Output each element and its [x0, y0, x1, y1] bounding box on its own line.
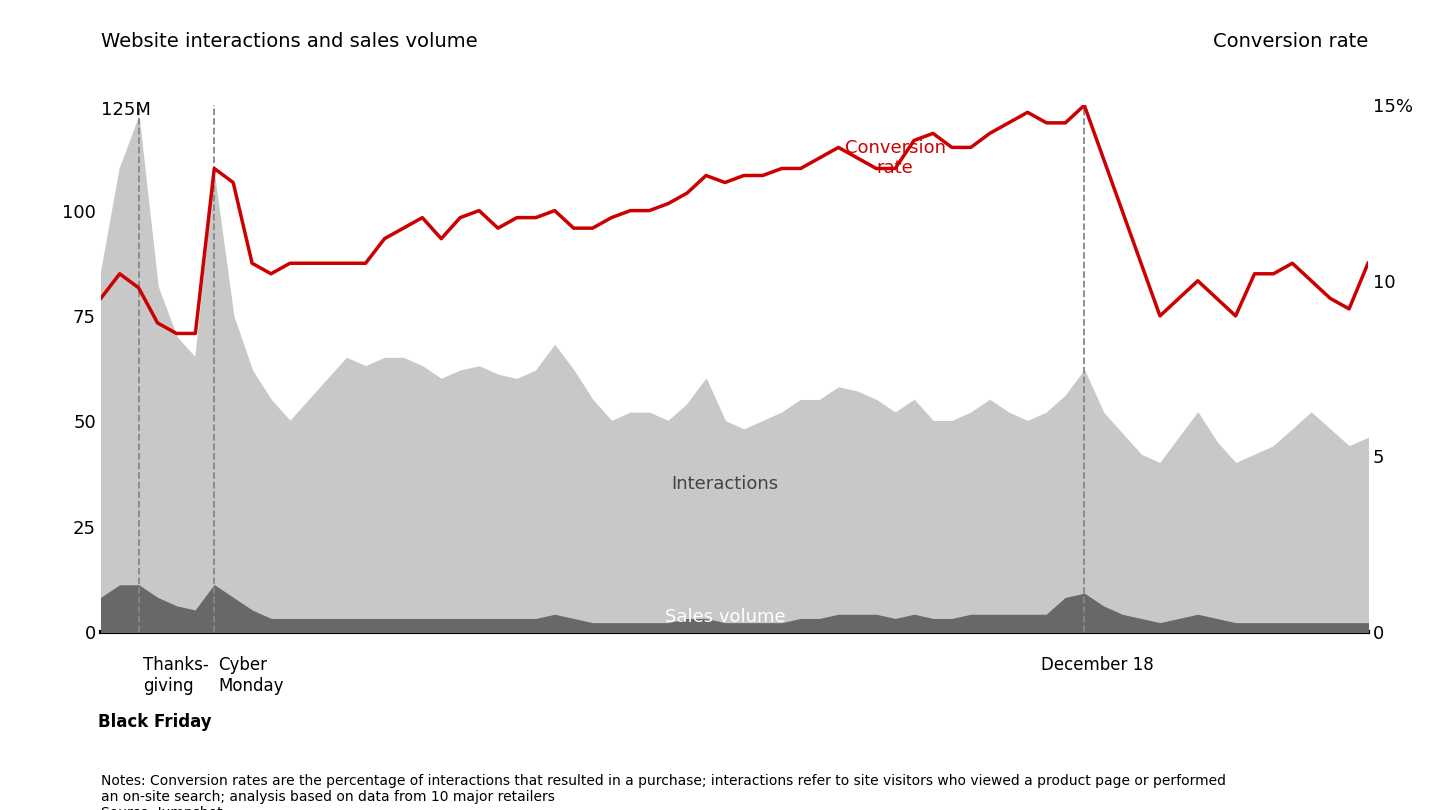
Text: Notes: Conversion rates are the percentage of interactions that resulted in a pu: Notes: Conversion rates are the percenta…	[101, 774, 1225, 810]
Text: Sales volume: Sales volume	[665, 608, 785, 626]
Text: December 18: December 18	[1041, 656, 1153, 674]
Text: Conversion
rate: Conversion rate	[845, 139, 946, 177]
Text: Cyber
Monday: Cyber Monday	[219, 656, 284, 695]
Text: Black Friday: Black Friday	[98, 713, 212, 731]
Text: Conversion rate: Conversion rate	[1212, 32, 1368, 51]
Text: Thanks-
giving: Thanks- giving	[143, 656, 209, 695]
Text: Website interactions and sales volume: Website interactions and sales volume	[101, 32, 478, 51]
Text: Interactions: Interactions	[671, 475, 779, 493]
Text: 125M: 125M	[101, 101, 151, 119]
